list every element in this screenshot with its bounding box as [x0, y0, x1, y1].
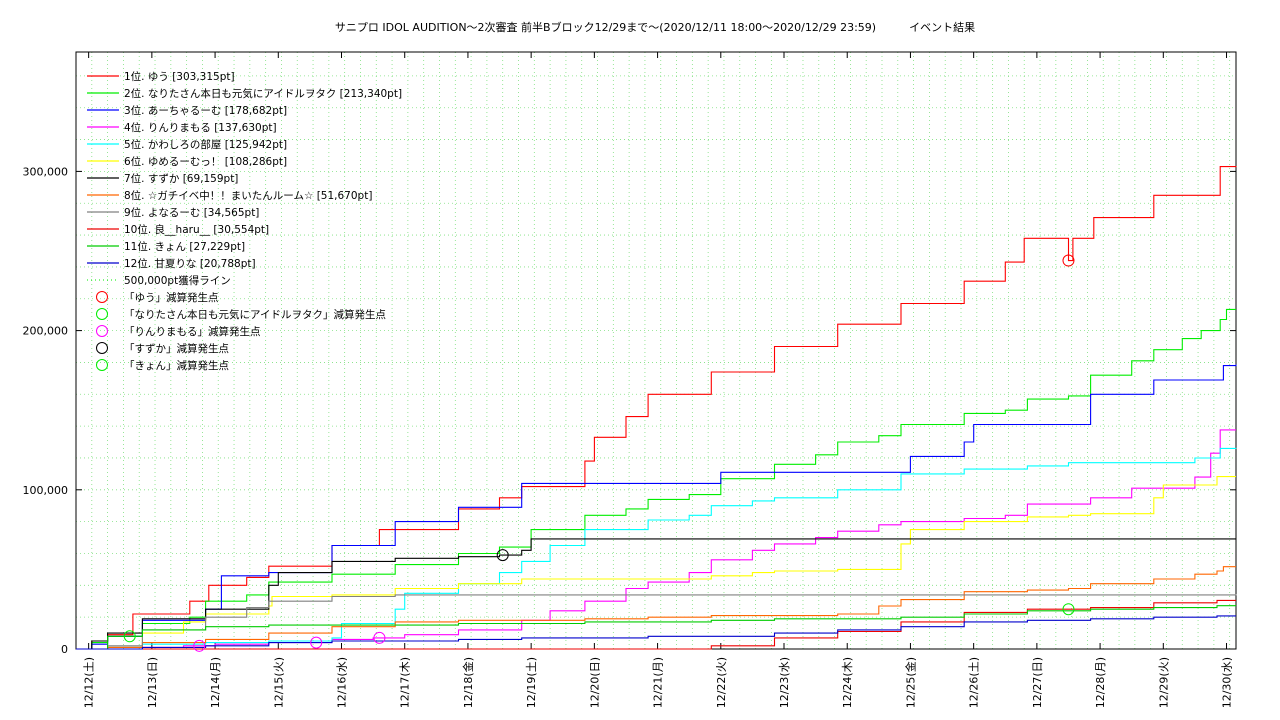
deduction-marker-3: [193, 639, 206, 652]
x-tick-label: 12/14(月): [209, 657, 222, 708]
x-tick-label: 12/21(月): [652, 657, 665, 708]
x-tick-label: 12/20(日): [588, 657, 601, 708]
legend-marker-label-5: 「きょん」減算発生点: [124, 359, 229, 372]
y-tick-label: 0: [61, 643, 68, 656]
legend-label-1: 1位. ゆう [303,315pt]: [124, 70, 235, 83]
deduction-marker-1: [1062, 254, 1075, 267]
legend-label-11: 11位. きょん [27,229pt]: [124, 240, 245, 253]
deduction-marker-3: [310, 636, 323, 649]
y-axis: 0 100,000 200,000 300,000: [23, 165, 1236, 656]
x-tick-label: 12/18(金): [461, 657, 475, 708]
series-line-9: [76, 594, 1237, 650]
deduction-marker-4: [496, 549, 509, 562]
legend-label-10: 10位. 良__haru__ [30,554pt]: [124, 223, 269, 236]
x-tick-label: 12/12(土): [83, 657, 96, 708]
series-line-6: [76, 476, 1236, 650]
x-tick-label: 12/13(日): [146, 657, 159, 708]
x-tick-label: 12/28(月): [1094, 657, 1107, 708]
legend-label-9: 9位. よなるーむ [34,565pt]: [124, 206, 259, 219]
series-line-11: [76, 605, 1236, 650]
legend-label-2: 2位. なりたさん本日も元気にアイドルヲタク [213,340pt]: [124, 87, 402, 100]
legend-marker-5: [96, 359, 108, 371]
x-tick-label: 12/23(水): [778, 657, 791, 708]
legend-label-3: 3位. あーちゃるーむ [178,682pt]: [124, 104, 287, 117]
x-tick-label: 12/25(金): [903, 657, 917, 708]
legend-marker-label-3: 「りんりまもる」減算発生点: [124, 325, 261, 338]
x-tick-label: 12/16(水): [336, 657, 349, 708]
legend-marker-3: [96, 325, 108, 337]
deduction-marker-3: [373, 631, 386, 644]
legend-marker-label-1: 「ゆう」減算発生点: [124, 291, 219, 304]
legend-marker-4: [96, 342, 108, 354]
marker-layer: [123, 254, 1075, 652]
series-line-12: [76, 615, 1236, 650]
legend-label-8: 8位. ☆ガチイベ中！！まいたんルーム☆ [51,670pt]: [124, 189, 372, 202]
legend-label-reference: 500,000pt獲得ライン: [124, 274, 231, 287]
legend-label-7: 7位. すずか [69,159pt]: [124, 172, 238, 185]
series-layer: [76, 166, 1237, 650]
legend-marker-label-4: 「すずか」減算発生点: [124, 342, 229, 355]
series-line-7: [76, 538, 1236, 650]
legend-label-6: 6位. ゆめるーむっ！ [108,286pt]: [124, 155, 287, 168]
x-tick-label: 12/29(火): [1157, 657, 1170, 708]
series-line-8: [76, 566, 1236, 650]
x-tick-label: 12/26(土): [968, 657, 981, 708]
legend-label-4: 4位. りんりまもる [137,630pt]: [124, 121, 277, 134]
x-tick-label: 12/15(火): [272, 657, 285, 708]
series-line-2: [76, 308, 1236, 650]
x-tick-label: 12/22(火): [715, 657, 728, 708]
series-line-3: [76, 364, 1237, 650]
x-tick-label: 12/19(土): [525, 657, 538, 708]
legend-marker-2: [96, 308, 108, 320]
y-tick-label: 200,000: [23, 325, 69, 338]
x-tick-label: 12/24(木): [841, 657, 854, 708]
legend-marker-1: [96, 291, 108, 303]
deduction-marker-5: [1062, 603, 1075, 616]
y-tick-label: 300,000: [23, 165, 69, 178]
chart-title: サニプロ IDOL AUDITION〜2次審査 前半Bブロック12/29まで〜(…: [335, 20, 975, 34]
legend: 1位. ゆう [303,315pt] 2位. なりたさん本日も元気にアイドルヲタク…: [87, 70, 402, 372]
x-axis: 12/12(土) 12/13(日) 12/14(月) 12/15(火) 12/16(水)…: [83, 52, 1234, 708]
legend-label-12: 12位. 甘夏りな [20,788pt]: [124, 257, 256, 270]
y-tick-label: 100,000: [23, 484, 69, 497]
legend-marker-label-2: 「なりたさん本日も元気にアイドルヲタク」減算発生点: [124, 308, 386, 321]
x-tick-label: 12/30(水): [1221, 657, 1234, 708]
x-tick-label: 12/17(木): [399, 657, 412, 708]
x-tick-label: 12/27(日): [1031, 657, 1044, 708]
legend-label-5: 5位. かわしろの部屋 [125,942pt]: [124, 138, 287, 151]
deduction-marker-2: [123, 630, 136, 643]
